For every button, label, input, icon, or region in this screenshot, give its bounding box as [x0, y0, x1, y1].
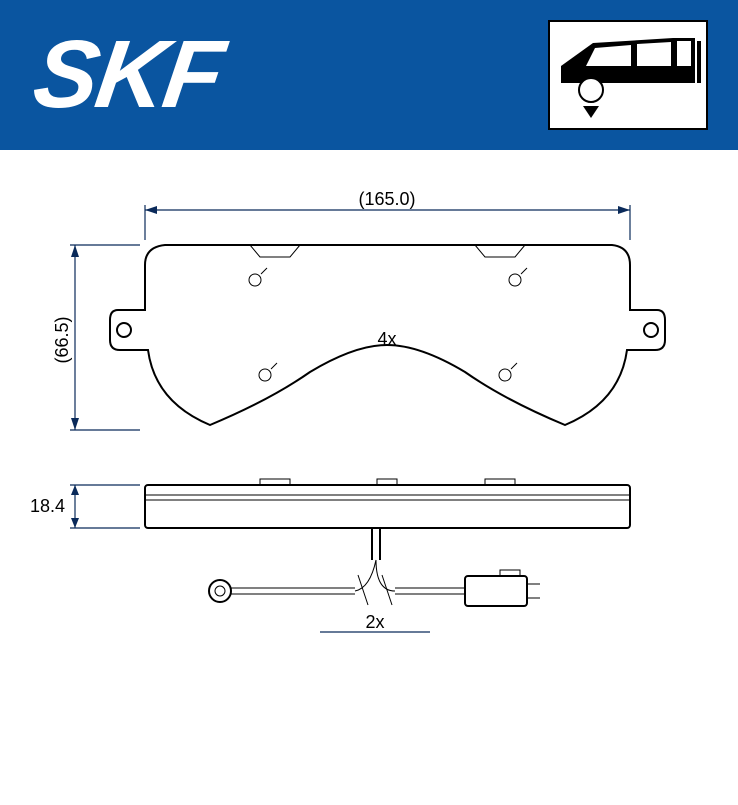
header-bar: SKF	[0, 0, 738, 150]
car-front-axle-icon	[553, 28, 703, 123]
width-dimension: (165.0)	[145, 189, 630, 240]
sensor-quantity-label: 2x	[365, 612, 384, 632]
height-label: (66.5)	[52, 316, 72, 363]
pad-quantity-label: 4x	[377, 329, 396, 349]
height-dimension: (66.5)	[52, 245, 140, 430]
brake-pad-face-view: 4x	[110, 245, 665, 425]
thickness-label: 18.4	[30, 496, 65, 516]
wear-sensor: 2x	[209, 560, 540, 632]
thickness-dimension: 18.4	[30, 485, 140, 528]
technical-drawing-area: (165.0) (66.5)	[0, 150, 738, 800]
brake-pad-side-view	[145, 479, 630, 560]
brand-logo: SKF	[27, 20, 228, 130]
front-axle-indicator-box	[548, 20, 708, 130]
width-label: (165.0)	[358, 189, 415, 209]
